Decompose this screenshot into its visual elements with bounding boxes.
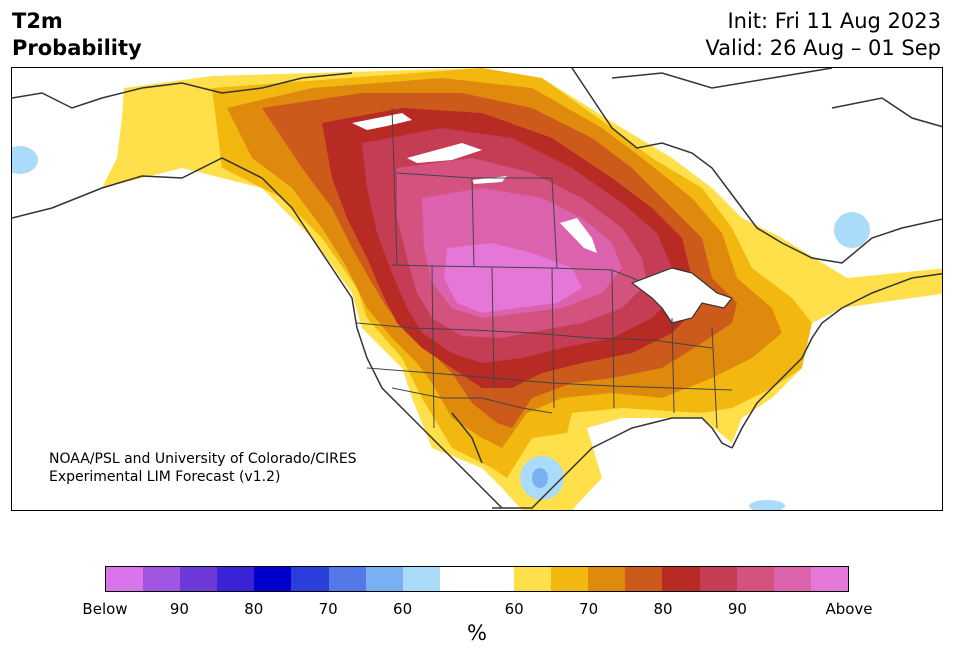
credit-line-2: Experimental LIM Forecast (v1.2) bbox=[49, 469, 281, 485]
forecast-dates: Init: Fri 11 Aug 2023 Valid: 26 Aug – 01… bbox=[705, 8, 941, 62]
colorbar-segment bbox=[291, 567, 329, 591]
colorbar-segment bbox=[439, 567, 477, 591]
colorbar-units: % bbox=[467, 621, 487, 645]
colorbar-segment bbox=[254, 567, 292, 591]
colorbar-segment bbox=[773, 567, 811, 591]
colorbar-tick-label: 70 bbox=[579, 600, 599, 618]
colorbar-segment bbox=[328, 567, 366, 591]
cool-anomaly-mexico-core bbox=[532, 468, 548, 488]
colorbar-segment bbox=[217, 567, 255, 591]
colorbar-segment bbox=[106, 567, 144, 591]
colorbar-segment bbox=[662, 567, 700, 591]
map-title: T2m Probability bbox=[12, 8, 142, 62]
colorbar-segment bbox=[736, 567, 774, 591]
credit-line-1: NOAA/PSL and University of Colorado/CIRE… bbox=[49, 451, 357, 467]
colorbar-tick-label: 70 bbox=[318, 600, 338, 618]
credit-annotation: NOAA/PSL and University of Colorado/CIRE… bbox=[49, 450, 357, 486]
colorbar-tick-label: 80 bbox=[653, 600, 673, 618]
prob-band-above bbox=[444, 243, 582, 313]
colorbar-segment bbox=[625, 567, 663, 591]
cool-anomaly-caribbean bbox=[749, 500, 785, 510]
great-bear-lake bbox=[407, 143, 482, 163]
great-lakes bbox=[630, 267, 734, 324]
colorbar-tick-label: 90 bbox=[169, 600, 189, 618]
colorbar-tick-label: 60 bbox=[393, 600, 413, 618]
great-slave-lake bbox=[352, 113, 412, 130]
title-line-2: Probability bbox=[12, 36, 142, 60]
colorbar-segment bbox=[551, 567, 589, 591]
cool-anomaly-alaska bbox=[12, 146, 38, 174]
colorbar bbox=[105, 566, 849, 592]
lake-winnipeg bbox=[560, 218, 597, 253]
colorbar-tick-label: 80 bbox=[244, 600, 264, 618]
valid-date-label: Valid: 26 Aug – 01 Sep bbox=[705, 36, 941, 60]
init-date-label: Init: Fri 11 Aug 2023 bbox=[727, 9, 941, 33]
cool-anomaly-quebec bbox=[834, 212, 870, 248]
colorbar-tick-label: 60 bbox=[504, 600, 524, 618]
colorbar-segment bbox=[514, 567, 552, 591]
colorbar-tick-label: 90 bbox=[727, 600, 747, 618]
colorbar-segment bbox=[365, 567, 403, 591]
colorbar-tick-label: Above bbox=[825, 600, 873, 618]
colorbar-segment bbox=[476, 567, 515, 591]
colorbar-segment bbox=[143, 567, 181, 591]
probability-map bbox=[11, 67, 943, 511]
colorbar-segment bbox=[180, 567, 218, 591]
colorbar-tick-label: Below bbox=[82, 600, 128, 618]
colorbar-segment bbox=[402, 567, 440, 591]
map-canvas bbox=[12, 68, 942, 510]
title-line-1: T2m bbox=[12, 9, 63, 33]
colorbar-segment bbox=[810, 567, 848, 591]
coastlines bbox=[12, 68, 942, 509]
political-borders bbox=[356, 107, 733, 429]
colorbar-segment bbox=[588, 567, 626, 591]
colorbar-segment bbox=[699, 567, 737, 591]
